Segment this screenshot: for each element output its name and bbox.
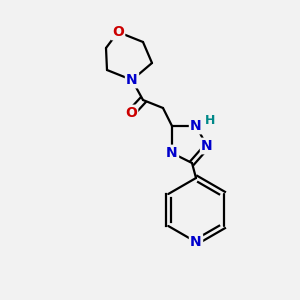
Text: O: O bbox=[125, 106, 137, 120]
Text: N: N bbox=[126, 73, 138, 87]
Text: O: O bbox=[112, 25, 124, 39]
Text: N: N bbox=[190, 235, 202, 249]
Text: N: N bbox=[166, 146, 178, 160]
Text: N: N bbox=[190, 119, 202, 133]
Text: N: N bbox=[201, 139, 213, 153]
Text: H: H bbox=[205, 113, 215, 127]
